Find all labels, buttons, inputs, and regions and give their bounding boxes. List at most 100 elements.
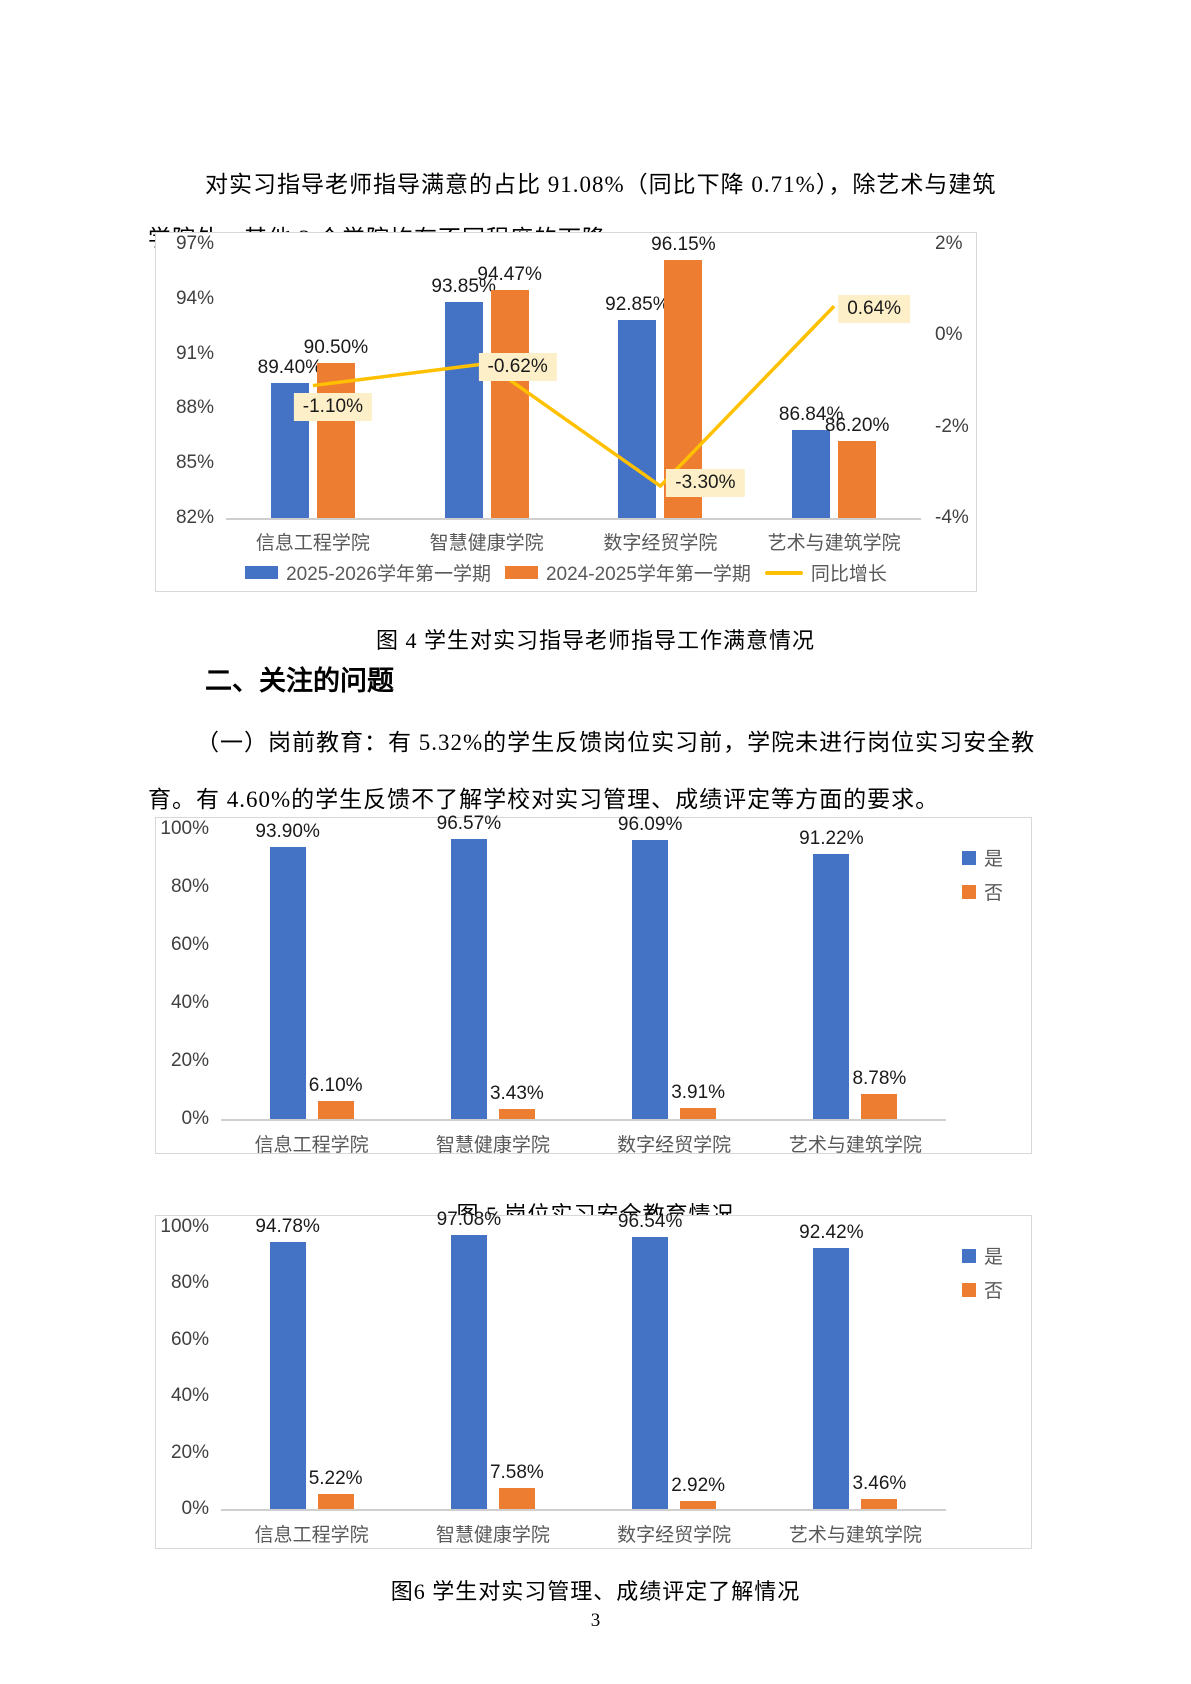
bar-value-label: 90.50% bbox=[303, 336, 369, 358]
figure4-caption: 图 4 学生对实习指导老师指导工作满意情况 bbox=[375, 628, 815, 653]
line-point-label: -1.10% bbox=[293, 392, 372, 421]
bar-value-label: 91.22% bbox=[799, 828, 864, 850]
x-category-label: 智慧健康学院 bbox=[435, 1135, 550, 1156]
x-category-label: 数字经贸学院 bbox=[617, 1135, 732, 1156]
figure6-understanding-chart: 94.78% 5.22% 97.08% 7.58% 96.54% 2.92% 92.42% 3… bbox=[155, 1209, 1032, 1549]
legend-line-swatch-icon bbox=[764, 570, 803, 575]
y-axis-tick-label: 0% bbox=[181, 1498, 209, 1519]
y-axis-tick-label: 20% bbox=[170, 1441, 209, 1463]
bar-primary-cat3 bbox=[792, 429, 831, 518]
legend-item: 是 bbox=[962, 1242, 1003, 1269]
secondary-axis-tick-label: -4% bbox=[935, 507, 969, 528]
para-line-1: （一）岗前教育：有 5.32%的学生反馈岗位实习前，学院未进行岗位实习安全教 bbox=[196, 730, 1036, 755]
bar-primary-cat3 bbox=[813, 1248, 850, 1509]
bar-secondary-cat1 bbox=[490, 290, 529, 518]
y-axis-tick-label: 80% bbox=[170, 876, 209, 897]
legend-item: 否 bbox=[962, 878, 1003, 905]
y-axis-tick-label: 60% bbox=[170, 934, 209, 955]
legend-label: 2025-2026学年第一学期 bbox=[286, 564, 491, 585]
bar-value-label: 96.54% bbox=[617, 1210, 683, 1232]
bar-value-label: 93.90% bbox=[255, 820, 320, 842]
y-axis-tick-label: 80% bbox=[170, 1272, 209, 1294]
bar-value-label: 94.78% bbox=[255, 1215, 320, 1237]
bar-secondary-cat2 bbox=[680, 1107, 717, 1119]
legend-item: 否 bbox=[962, 1276, 1003, 1303]
x-category-label: 智慧健康学院 bbox=[435, 1525, 550, 1546]
x-category-label: 艺术与建筑学院 bbox=[788, 1135, 922, 1156]
trend-line bbox=[312, 304, 836, 488]
legend-item: 是 bbox=[962, 844, 1003, 871]
y-axis-tick-label: 20% bbox=[170, 1050, 209, 1071]
bar-value-label: 97.08% bbox=[436, 1209, 502, 1231]
legend-item: 2024-2025学年第一学期 bbox=[504, 559, 751, 586]
x-category-label: 信息工程学院 bbox=[254, 1135, 369, 1156]
y-axis-tick-label: 40% bbox=[170, 992, 209, 1013]
line-point-label: 0.64% bbox=[838, 295, 911, 324]
yes-no-legend: 是否 bbox=[962, 844, 1003, 905]
bar-value-label: 86.84% bbox=[778, 403, 844, 425]
y-axis-tick-label: 100% bbox=[160, 1216, 209, 1237]
figure4-satisfaction-chart: 89.40% 90.50% 93.85% 94.47% 92.85% 96.15% 86.8… bbox=[155, 232, 977, 592]
bar-secondary-cat1 bbox=[498, 1487, 535, 1509]
x-category-label: 数字经贸学院 bbox=[603, 533, 718, 554]
y-axis-tick-label: 97% bbox=[175, 233, 214, 254]
bar-value-label: 92.42% bbox=[799, 1222, 864, 1244]
bar-value-label: 3.46% bbox=[852, 1473, 907, 1495]
bar-secondary-cat3 bbox=[838, 441, 877, 518]
figure6-caption: 图6 学生对实习管理、成绩评定了解情况 bbox=[390, 1579, 801, 1604]
secondary-axis-tick-label: 0% bbox=[935, 324, 963, 346]
bar-primary-cat1 bbox=[450, 1235, 487, 1509]
y-axis-tick-label: 85% bbox=[175, 452, 214, 474]
intro-line-1: 对实习指导老师指导满意的占比 91.08%（同比下降 0.71%），除艺术与建筑 bbox=[205, 172, 997, 197]
yes-no-legend: 是否 bbox=[962, 1242, 1003, 1303]
bar-secondary-cat0 bbox=[317, 1101, 354, 1119]
y-axis-tick-label: 94% bbox=[175, 287, 214, 309]
bar-value-label: 94.47% bbox=[477, 264, 542, 286]
legend-bar-swatch-icon bbox=[504, 566, 538, 579]
legend-square-swatch-icon bbox=[962, 884, 976, 899]
bar-primary-cat0 bbox=[269, 1241, 306, 1509]
bar-value-label: 6.10% bbox=[308, 1075, 363, 1097]
bar-primary-cat2 bbox=[632, 1236, 669, 1509]
legend-item: 同比增长 bbox=[764, 559, 887, 586]
x-category-label: 艺术与建筑学院 bbox=[788, 1525, 922, 1546]
chart-plot-area: 94.78% 5.22% 97.08% 7.58% 96.54% 2.92% 92.42% 3… bbox=[221, 1209, 946, 1511]
bar-value-label: 3.43% bbox=[489, 1083, 544, 1105]
chart-plot-area: 89.40% 90.50% 93.85% 94.47% 92.85% 96.15% 86.8… bbox=[226, 234, 921, 520]
y-axis-tick-label: 40% bbox=[170, 1385, 209, 1407]
bar-secondary-cat0 bbox=[317, 1494, 354, 1509]
bar-secondary-cat1 bbox=[498, 1109, 535, 1119]
trend-line-layer bbox=[312, 304, 836, 488]
x-category-label: 信息工程学院 bbox=[254, 1525, 369, 1546]
bar-value-label: 5.22% bbox=[308, 1468, 363, 1490]
legend-item: 2025-2026学年第一学期 bbox=[245, 559, 491, 586]
y-axis-tick-label: 60% bbox=[170, 1328, 209, 1350]
bar-value-label: 96.09% bbox=[617, 814, 683, 836]
legend-label: 是 bbox=[984, 1247, 1004, 1268]
legend-label: 2024-2025学年第一学期 bbox=[545, 564, 751, 585]
x-category-label: 智慧健康学院 bbox=[429, 533, 544, 554]
bar-primary-cat2 bbox=[618, 319, 657, 518]
bar-secondary-cat2 bbox=[680, 1500, 717, 1509]
bar-value-label: 86.20% bbox=[824, 415, 890, 437]
bar-value-label: 2.92% bbox=[671, 1474, 726, 1496]
bar-value-label: 92.85% bbox=[605, 293, 670, 315]
bar-value-label: 93.85% bbox=[431, 275, 496, 297]
bar-primary-cat3 bbox=[813, 854, 850, 1119]
section-heading: 二、关注的问题 bbox=[205, 666, 394, 697]
line-point-label: -3.30% bbox=[666, 469, 745, 498]
bar-primary-cat1 bbox=[450, 838, 487, 1119]
bar-secondary-cat0 bbox=[316, 362, 355, 518]
legend-square-swatch-icon bbox=[962, 1282, 976, 1297]
bar-secondary-cat3 bbox=[861, 1093, 898, 1119]
bar-value-label: 7.58% bbox=[489, 1461, 544, 1483]
page-number: 3 bbox=[590, 1610, 601, 1631]
figure5-safety-education-chart: 93.90% 6.10% 96.57% 3.43% 96.09% 3.91% 91.22% 8… bbox=[155, 813, 1032, 1156]
y-axis-tick-label: 82% bbox=[175, 507, 214, 528]
x-category-label: 艺术与建筑学院 bbox=[767, 533, 901, 554]
secondary-axis-tick-label: 2% bbox=[935, 233, 963, 254]
bar-value-label: 3.91% bbox=[671, 1081, 726, 1103]
bar-primary-cat1 bbox=[444, 301, 483, 518]
legend-square-swatch-icon bbox=[962, 850, 976, 865]
